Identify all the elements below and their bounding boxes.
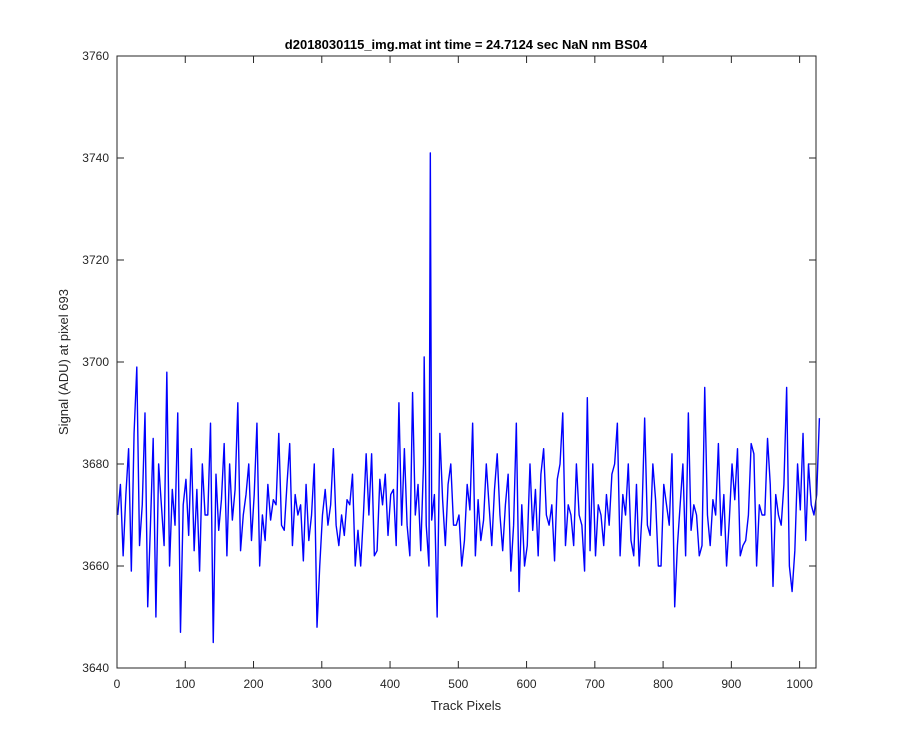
x-tick-label: 200 (244, 677, 264, 691)
x-tick-label: 600 (517, 677, 537, 691)
x-tick-label: 900 (721, 677, 741, 691)
plot-area (117, 56, 816, 668)
y-tick-label: 3720 (82, 253, 109, 267)
y-tick-label: 3680 (82, 457, 109, 471)
y-tick-label: 3740 (82, 151, 109, 165)
ticks: 0 100 200 300 400 500 600 700 800 900 1000 3640 3660… (82, 49, 816, 691)
y-tick-label: 3660 (82, 559, 109, 573)
x-tick-label: 400 (380, 677, 400, 691)
series-line (116, 152, 821, 644)
y-axis-label: Signal (ADU) at pixel 693 (56, 289, 71, 435)
x-tick-label: 100 (175, 677, 195, 691)
x-tick-label: 700 (585, 677, 605, 691)
x-tick-label: 500 (448, 677, 468, 691)
x-tick-label: 1000 (786, 677, 813, 691)
x-tick-label: 800 (653, 677, 673, 691)
y-tick-label: 3700 (82, 355, 109, 369)
y-tick-label: 3760 (82, 49, 109, 63)
x-axis-label: Track Pixels (431, 698, 502, 713)
y-tick-label: 3640 (82, 661, 109, 675)
x-tick-label: 0 (114, 677, 121, 691)
x-tick-label: 300 (312, 677, 332, 691)
chart-title: d2018030115_img.mat int time = 24.7124 s… (285, 37, 648, 52)
series-layer (116, 152, 821, 644)
